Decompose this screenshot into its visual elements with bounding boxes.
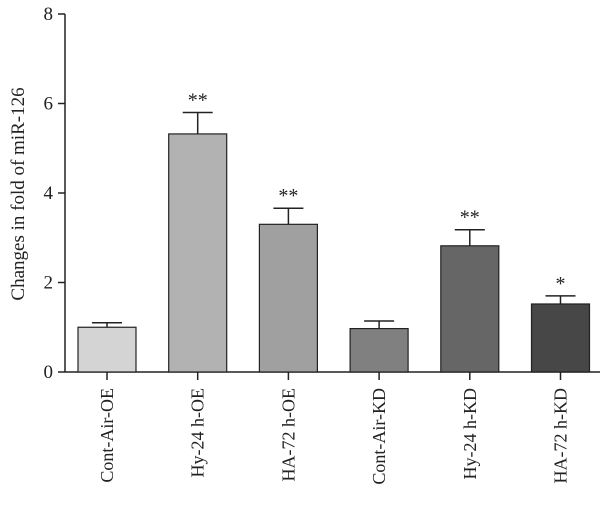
significance-label: **	[188, 89, 208, 111]
x-category-label: Cont-Air-OE	[97, 388, 117, 483]
bar-hy-24-h-oe	[168, 133, 228, 373]
y-tick-label: 8	[44, 4, 54, 25]
significance-label: *	[556, 273, 566, 295]
x-category-label: Hy-24 h-OE	[188, 388, 208, 477]
significance-label: **	[278, 185, 298, 207]
significance-label: **	[460, 207, 480, 229]
bar-cont-air-oe	[77, 326, 137, 373]
y-tick-label: 6	[44, 94, 54, 115]
y-tick-label: 4	[44, 183, 54, 204]
x-category-label: HA-72 h-OE	[278, 388, 298, 481]
y-tick-label: 2	[44, 273, 54, 294]
x-category-label: Cont-Air-KD	[369, 388, 389, 485]
plot-area: 0 2 4 6 8 Cont-Air-OE ** Hy-24 h-OE ** HA-72 h-OE…	[44, 4, 600, 485]
x-category-label: Hy-24 h-KD	[460, 388, 480, 480]
y-tick-label: 0	[44, 362, 54, 383]
y-axis-label: Changes in fold of miR-126	[8, 87, 29, 300]
bar-ha-72-h-kd	[530, 303, 591, 373]
bar-cont-air-kd	[349, 327, 409, 373]
bar-hy-24-h-kd	[440, 245, 500, 373]
bar-ha-72-h-oe	[258, 223, 318, 373]
x-category-label: HA-72 h-KD	[551, 388, 571, 483]
